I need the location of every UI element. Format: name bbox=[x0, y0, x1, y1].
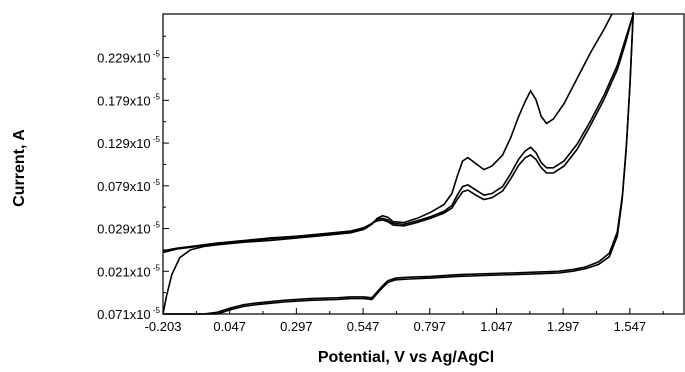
cv-trace-2 bbox=[163, 11, 635, 315]
x-tick-label: 0.797 bbox=[413, 319, 446, 334]
cv-trace-1 bbox=[163, 11, 635, 315]
plot-frame bbox=[162, 13, 685, 315]
x-tick-label: -0.203 bbox=[145, 319, 182, 334]
x-tick-label: 1.047 bbox=[480, 319, 513, 334]
y-tick-label: 0.021x10 -5 bbox=[97, 263, 160, 279]
x-axis-title: Potential, V vs Ag/AgCl bbox=[318, 349, 494, 366]
y-axis-title: Current, A bbox=[11, 129, 28, 207]
y-tick-label: 0.129x10 -5 bbox=[97, 135, 160, 151]
x-tick-label: 0.547 bbox=[347, 319, 380, 334]
cv-trace-5 bbox=[162, 13, 635, 252]
x-tick-label: 0.047 bbox=[213, 319, 246, 334]
x-tick-label: 1.547 bbox=[614, 319, 647, 334]
cv-trace-4 bbox=[162, 13, 635, 254]
x-tick-label: 1.297 bbox=[547, 319, 580, 334]
x-axis: -0.203 0.047 0.297 0.547 0.797 1.047 1.297 1.54… bbox=[145, 308, 664, 334]
y-tick-label: 0.029x10 -5 bbox=[97, 221, 160, 237]
cv-trace-3 bbox=[162, 13, 613, 315]
y-axis: 0.071x10 -5 0.021x10 -5 0.029x10 -5 0.079x1… bbox=[97, 35, 169, 322]
y-tick-label: 0.079x10 -5 bbox=[97, 178, 160, 194]
y-tick-label: 0.071x10 -5 bbox=[97, 306, 160, 322]
y-tick-label: 0.179x10 -5 bbox=[97, 92, 160, 108]
curves-group bbox=[162, 11, 635, 315]
x-tick-label: 0.297 bbox=[280, 319, 313, 334]
y-tick-label: 0.229x10 -5 bbox=[97, 50, 160, 66]
